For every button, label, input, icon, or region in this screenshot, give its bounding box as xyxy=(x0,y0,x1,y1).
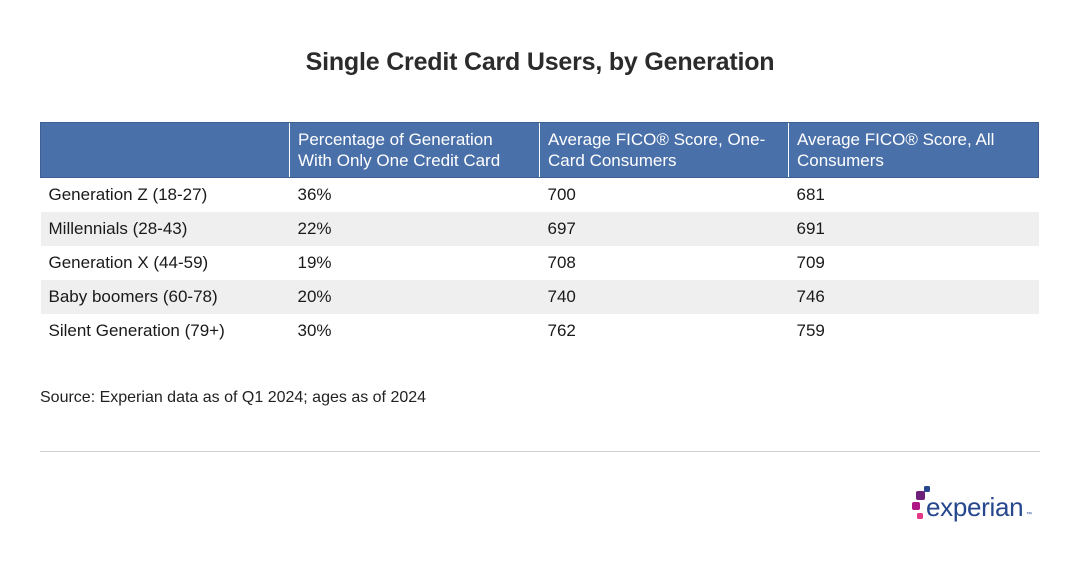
column-header xyxy=(40,122,290,178)
table-cell: 697 xyxy=(539,212,789,246)
column-header: Percentage of Generation With Only One C… xyxy=(289,122,540,178)
table-cell: 681 xyxy=(796,185,825,204)
table-cell: 30% xyxy=(297,321,332,340)
data-table: Percentage of Generation With Only One C… xyxy=(40,122,1039,348)
experian-logo: experian ™ xyxy=(912,486,1042,530)
table-row: Generation Z (18-27) 36% 700 681 xyxy=(41,178,1039,213)
table-cell: Silent Generation (79+) xyxy=(48,321,225,340)
table-row: Generation X (44-59) 19% 708 709 xyxy=(41,246,1039,280)
page-title: Single Credit Card Users, by Generation xyxy=(305,48,775,76)
experian-dots-icon xyxy=(912,486,930,519)
table-cell: Baby boomers (60-78) xyxy=(40,280,290,314)
table-cell: 759 xyxy=(796,321,825,340)
table-cell: Millennials (28-43) xyxy=(40,212,290,246)
column-header: Average FICO® Score, One-Card Consumers xyxy=(539,122,789,178)
divider xyxy=(40,451,1040,452)
table-cell: 20% xyxy=(289,280,540,314)
table-cell: 36% xyxy=(297,185,332,204)
table-cell: 762 xyxy=(547,321,576,340)
table-row: Baby boomers (60-78) 20% 740 746 xyxy=(40,280,1039,314)
table-cell: 740 xyxy=(539,280,789,314)
table-cell: 19% xyxy=(297,253,332,272)
logo-wordmark: experian xyxy=(926,492,1024,522)
table-cell: 691 xyxy=(788,212,1039,246)
table-cell: 746 xyxy=(788,280,1039,314)
table-cell: Generation Z (18-27) xyxy=(48,185,208,204)
table-cell: Generation X (44-59) xyxy=(48,253,209,272)
table-row: Silent Generation (79+) 30% 762 759 xyxy=(41,314,1039,348)
table-row: Millennials (28-43) 22% 697 691 xyxy=(40,212,1039,246)
table-cell: 709 xyxy=(796,253,825,272)
table-header-row: Percentage of Generation With Only One C… xyxy=(40,122,1039,178)
table-cell: 22% xyxy=(289,212,540,246)
column-header: Average FICO® Score, All Consumers xyxy=(788,122,1039,178)
logo-trademark: ™ xyxy=(1026,512,1032,518)
table-cell: 700 xyxy=(547,185,576,204)
table-cell: 708 xyxy=(547,253,576,272)
source-note: Source: Experian data as of Q1 2024; age… xyxy=(40,389,427,406)
